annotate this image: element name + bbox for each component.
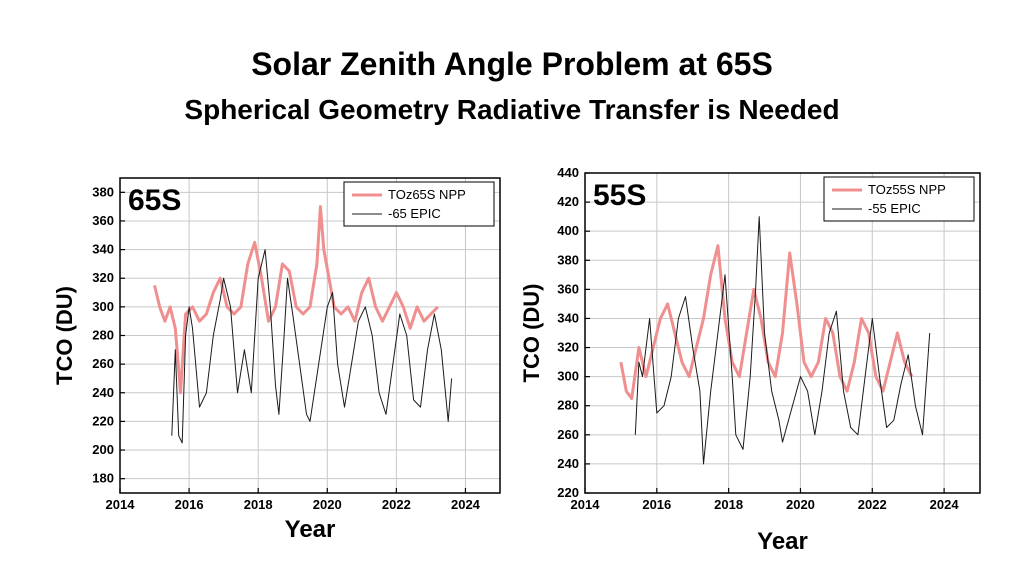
- legend-label: -55 EPIC: [868, 201, 921, 216]
- x-axis-title: Year: [285, 516, 336, 543]
- y-tick-label: 260: [92, 356, 114, 371]
- legend-box: [823, 176, 975, 222]
- x-tick-label: 2016: [175, 497, 204, 512]
- x-tick-label: 2014: [571, 497, 601, 512]
- panel-label: 55S: [593, 179, 646, 212]
- x-axis-title: Year: [757, 528, 808, 555]
- legend-label: TOz65S NPP: [388, 187, 466, 202]
- y-tick-label: 300: [92, 299, 114, 314]
- y-tick-label: 340: [557, 310, 579, 325]
- y-tick-label: 380: [557, 252, 579, 267]
- y-tick-label: 260: [557, 427, 579, 442]
- x-tick-label: 2022: [382, 497, 411, 512]
- y-tick-label: 220: [92, 413, 114, 428]
- x-tick-label: 2016: [642, 497, 671, 512]
- y-tick-label: 200: [92, 442, 114, 457]
- y-tick-label: 340: [92, 242, 114, 257]
- slide-title: Solar Zenith Angle Problem at 65S: [251, 46, 773, 82]
- series-line-epic: [171, 249, 453, 444]
- legend-label: TOz55S NPP: [868, 182, 946, 197]
- y-tick-label: 440: [557, 165, 579, 180]
- y-tick-label: 220: [557, 485, 579, 500]
- y-tick-label: 180: [92, 471, 114, 486]
- y-tick-label: 320: [92, 270, 114, 285]
- y-tick-label: 240: [92, 385, 114, 400]
- x-tick-label: 2022: [858, 497, 887, 512]
- x-tick-label: 2024: [930, 497, 960, 512]
- chart-65s: 180 200 220 240 260 280 300 320 340 360 380 2014 201…: [52, 177, 501, 543]
- y-tick-label: 380: [92, 184, 114, 199]
- y-tick-label: 280: [92, 328, 114, 343]
- y-tick-label: 420: [557, 194, 579, 209]
- x-tick-label: 2018: [714, 497, 743, 512]
- legend-label: -65 EPIC: [388, 206, 441, 221]
- x-tick-label: 2024: [451, 497, 481, 512]
- x-tick-label: 2020: [313, 497, 342, 512]
- y-axis-title: TCO (DU): [52, 286, 77, 385]
- y-tick-label: 280: [557, 398, 579, 413]
- x-tick-label: 2014: [106, 497, 136, 512]
- plot-frame: [584, 172, 981, 494]
- x-tick-label: 2018: [244, 497, 273, 512]
- series-line-npp: [619, 244, 914, 400]
- y-axis-title: TCO (DU): [519, 284, 544, 383]
- y-tick-label: 240: [557, 456, 579, 471]
- y-tick-label: 400: [557, 223, 579, 238]
- x-tick-label: 2020: [786, 497, 815, 512]
- series-line-epic: [634, 216, 931, 465]
- y-tick-label: 300: [557, 369, 579, 384]
- y-tick-label: 320: [557, 340, 579, 355]
- y-tick-label: 360: [92, 213, 114, 228]
- slide-subtitle: Spherical Geometry Radiative Transfer is…: [184, 94, 840, 125]
- panel-label: 65S: [128, 184, 181, 217]
- legend-box: [343, 181, 495, 227]
- y-tick-label: 360: [557, 281, 579, 296]
- chart-55s: 220 240 260 280 300 320 340 360 380 400 420 440 2014…: [519, 165, 981, 555]
- series-line-npp: [153, 205, 439, 395]
